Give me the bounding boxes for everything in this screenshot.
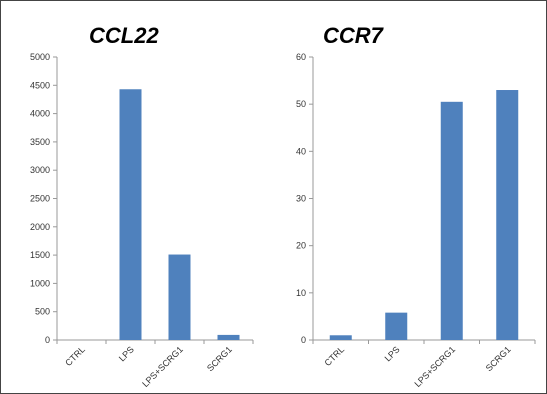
x-tick-label: LPS (383, 344, 402, 363)
y-tick-label: 2000 (30, 222, 50, 232)
bar-lps (385, 312, 408, 340)
y-tick-label: 0 (45, 335, 50, 345)
chart-title: CCR7 (323, 23, 385, 48)
x-tick-label: LPS+SCRG1 (140, 344, 185, 389)
chart-title: CCL22 (89, 23, 159, 48)
y-tick-label: 3500 (30, 137, 50, 147)
x-tick-label: LPS (117, 344, 136, 363)
chart-ccl22: CCL22 0 500 1000 1500 2000 2500 3000 3500 4000 45… (30, 23, 254, 389)
bar-scrg1 (217, 334, 240, 340)
bar-lps (119, 89, 142, 341)
y-tick-label: 1000 (30, 278, 50, 288)
x-tick-label: CTRL (63, 344, 87, 368)
y-tick-label: 30 (296, 194, 306, 204)
x-tick-label: LPS+SCRG1 (412, 344, 457, 389)
bar-lps-scrg1 (440, 101, 463, 340)
y-tick-label: 60 (296, 52, 306, 62)
y-tick-label: 5000 (30, 52, 50, 62)
bar-scrg1 (496, 90, 519, 341)
y-tick-label: 4000 (30, 109, 50, 119)
y-tick-label: 0 (301, 335, 306, 345)
x-tick-label: SCRG1 (205, 344, 234, 373)
chart-ccr7: CCR7 0 10 20 30 40 50 60 CTRL LPS LPS+SCRG1 SCRG1 (296, 23, 536, 389)
y-tick-label: 2500 (30, 194, 50, 204)
bar-lps-scrg1 (168, 254, 191, 340)
y-tick-label: 500 (35, 307, 50, 317)
y-tick-label: 50 (296, 99, 306, 109)
plot-marks: 0 10 20 30 40 50 60 CTRL LPS LPS+SCRG1 SCRG1 (296, 52, 536, 389)
y-tick-label: 1500 (30, 250, 50, 260)
y-tick-label: 3000 (30, 165, 50, 175)
x-tick-label: SCRG1 (484, 344, 513, 373)
bar-ctrl (329, 335, 352, 340)
y-tick-label: 10 (296, 288, 306, 298)
y-tick-label: 20 (296, 241, 306, 251)
plot-marks: 0 500 1000 1500 2000 2500 3000 3500 4000 4500 5000… (30, 52, 254, 389)
y-tick-label: 4500 (30, 80, 50, 90)
y-tick-label: 40 (296, 146, 306, 156)
x-tick-label: CTRL (322, 344, 346, 368)
